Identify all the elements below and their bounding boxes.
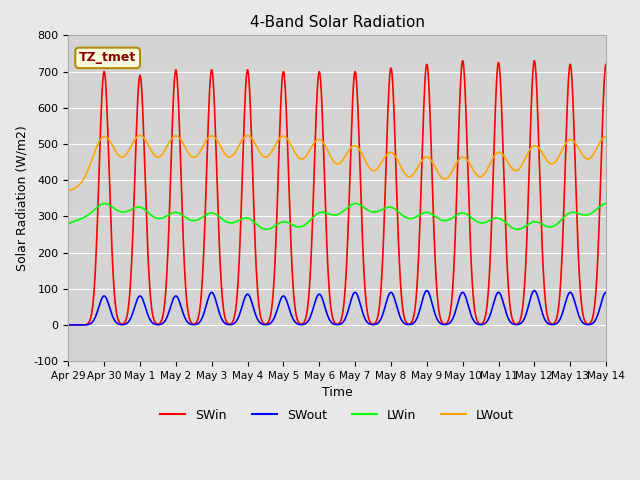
SWin [602,61,610,67]
LWin [244,216,252,221]
LWout [244,133,252,139]
SWin [531,58,538,63]
LWin [421,210,429,216]
LWin [602,201,610,206]
LWin [514,227,522,232]
SWin [420,89,428,95]
LWout [172,133,179,139]
SWin [171,72,179,78]
LWout [492,152,499,158]
LWout [136,132,144,138]
Y-axis label: Solar Radiation (W/m2): Solar Radiation (W/m2) [15,125,28,271]
SWout [420,291,428,297]
LWin [171,210,179,216]
Title: 4-Band Solar Radiation: 4-Band Solar Radiation [250,15,425,30]
Line: LWout: LWout [68,135,606,191]
SWout [539,311,547,317]
Legend: SWin, SWout, LWin, LWout: SWin, SWout, LWin, LWout [156,404,519,427]
Text: TZ_tmet: TZ_tmet [79,51,136,64]
LWin [352,201,360,206]
LWout [602,134,610,140]
SWout [491,297,499,302]
SWout [244,291,252,297]
SWin [65,322,72,328]
SWout [602,289,610,295]
SWin [491,125,499,131]
LWin [539,222,547,228]
LWout [539,151,547,156]
LWout [184,150,192,156]
LWout [65,188,72,193]
Line: SWout: SWout [68,290,606,325]
LWin [492,216,499,221]
SWout [171,294,179,300]
LWout [421,155,429,160]
SWout [184,320,192,325]
X-axis label: Time: Time [322,386,353,399]
SWin [184,308,192,313]
SWin [244,68,252,74]
LWin [65,221,72,227]
Line: LWin: LWin [68,204,606,229]
SWout [65,322,72,328]
Line: SWin: SWin [68,60,606,325]
SWout [531,288,538,293]
SWin [539,252,547,258]
LWin [184,216,192,222]
